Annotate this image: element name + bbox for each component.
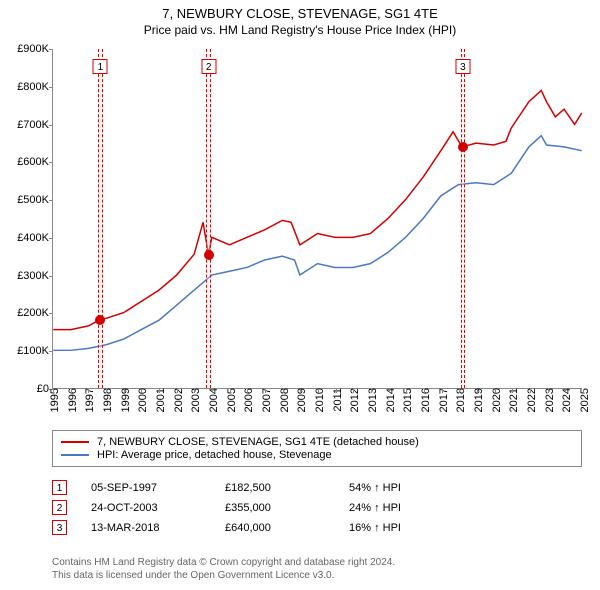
chart-container: 7, NEWBURY CLOSE, STEVENAGE, SG1 4TE Pri… [0, 0, 600, 590]
sales-row: 1 05-SEP-1997 £182,500 54% ↑ HPI [52, 480, 582, 495]
sales-row-price: £182,500 [225, 482, 325, 494]
y-axis-tick-label: £800K [3, 81, 53, 93]
sales-table: 1 05-SEP-1997 £182,500 54% ↑ HPI 2 24-OCT-200… [52, 475, 582, 540]
sales-row-marker: 1 [52, 480, 67, 495]
sale-dot [95, 315, 105, 325]
sale-marker-box: 2 [201, 59, 216, 74]
footer-line-2: This data is licensed under the Open Gov… [52, 569, 582, 582]
series-line-hpi [53, 136, 581, 351]
y-axis-tick-label: £300K [3, 270, 53, 282]
chart-footer: Contains HM Land Registry data © Crown c… [52, 556, 582, 582]
legend-swatch [61, 441, 89, 443]
y-axis-tick-label: £400K [3, 232, 53, 244]
chart-plot-area: £0£100K£200K£300K£400K£500K£600K£700K£80… [52, 49, 582, 389]
sale-marker-band [461, 49, 465, 388]
y-axis-tick-label: £700K [3, 119, 53, 131]
sale-marker-box: 1 [93, 59, 108, 74]
y-axis-tick-label: £600K [3, 156, 53, 168]
sales-row: 2 24-OCT-2003 £355,000 24% ↑ HPI [52, 500, 582, 515]
legend-swatch [61, 454, 89, 456]
sales-row-date: 24-OCT-2003 [91, 502, 201, 514]
series-line-property [53, 90, 581, 329]
sales-row: 3 13-MAR-2018 £640,000 16% ↑ HPI [52, 520, 582, 535]
y-axis-tick-label: £100K [3, 345, 53, 357]
sale-marker-box: 3 [455, 59, 470, 74]
y-axis-tick-label: £500K [3, 194, 53, 206]
sale-marker-band [206, 49, 210, 388]
title-block: 7, NEWBURY CLOSE, STEVENAGE, SG1 4TE Pri… [0, 0, 600, 37]
sales-row-delta: 54% ↑ HPI [349, 482, 469, 494]
sale-marker-band [98, 49, 102, 388]
sales-row-delta: 16% ↑ HPI [349, 522, 469, 534]
y-axis-tick-label: £200K [3, 307, 53, 319]
sales-row-marker: 2 [52, 500, 67, 515]
legend-label: HPI: Average price, detached house, Stev… [97, 449, 332, 461]
chart-title: 7, NEWBURY CLOSE, STEVENAGE, SG1 4TE [0, 6, 600, 21]
y-axis-tick-label: £900K [3, 43, 53, 55]
sales-row-price: £355,000 [225, 502, 325, 514]
sale-dot [204, 250, 214, 260]
sales-row-date: 05-SEP-1997 [91, 482, 201, 494]
sales-row-marker: 3 [52, 520, 67, 535]
sales-row-delta: 24% ↑ HPI [349, 502, 469, 514]
sale-dot [458, 142, 468, 152]
footer-line-1: Contains HM Land Registry data © Crown c… [52, 556, 582, 569]
sales-row-price: £640,000 [225, 522, 325, 534]
chart-lines-svg [53, 49, 582, 388]
chart-subtitle: Price paid vs. HM Land Registry's House … [0, 23, 600, 37]
sales-row-date: 13-MAR-2018 [91, 522, 201, 534]
chart-legend: 7, NEWBURY CLOSE, STEVENAGE, SG1 4TE (de… [52, 430, 582, 467]
legend-row: 7, NEWBURY CLOSE, STEVENAGE, SG1 4TE (de… [61, 436, 573, 448]
legend-label: 7, NEWBURY CLOSE, STEVENAGE, SG1 4TE (de… [97, 436, 419, 448]
legend-row: HPI: Average price, detached house, Stev… [61, 449, 573, 461]
